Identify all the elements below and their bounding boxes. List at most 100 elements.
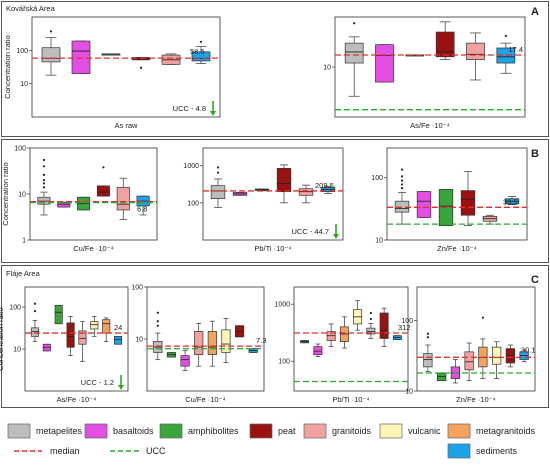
- box-peat: [460, 171, 476, 226]
- outlier-point: [102, 166, 105, 169]
- axes-frame: [146, 286, 265, 392]
- outlier-point: [42, 165, 46, 168]
- box-body: [313, 346, 323, 356]
- legend-label: basaltoids: [113, 426, 154, 436]
- box-granitoids: [326, 323, 336, 347]
- y-tick-label: 100: [9, 305, 21, 312]
- median-label: 312: [398, 323, 411, 332]
- box-metagranitoids: [207, 320, 217, 367]
- box-metapelites: [423, 332, 433, 372]
- box-metapelites: [210, 166, 226, 208]
- box-body: [90, 321, 99, 330]
- outlier-point: [400, 179, 404, 182]
- outlier-point: [42, 186, 46, 189]
- y-axis-label: Concentration ratio: [3, 35, 12, 98]
- y-tick-label: 10: [375, 238, 383, 245]
- legend-label: amphibolites: [188, 426, 239, 436]
- box-granitoids: [466, 32, 485, 81]
- y-tick-label: 1000: [183, 163, 199, 170]
- box-granitoids: [482, 214, 498, 225]
- box-body: [30, 327, 39, 337]
- legend-ucc: UCC: [110, 446, 166, 456]
- box-vulcanic: [353, 300, 363, 331]
- box-body: [326, 331, 336, 341]
- box-granitoids: [298, 184, 314, 204]
- y-tick-label: 100: [278, 359, 290, 366]
- outlier-point: [426, 336, 429, 339]
- legend-median: median: [14, 446, 80, 456]
- box-body: [416, 191, 432, 218]
- legend-label: metagranitoids: [476, 426, 536, 436]
- legend-metapelites: metapelites: [7, 423, 83, 439]
- section-b-tag: B: [531, 148, 539, 160]
- box-body: [221, 329, 231, 353]
- y-tick-label: 100: [14, 146, 26, 153]
- axes-frame: [334, 16, 526, 118]
- box-vulcanic: [221, 317, 231, 364]
- x-axis-label: Zn/Fe ·10⁻⁴: [437, 244, 477, 253]
- outlier-point: [400, 183, 404, 186]
- outlier-point: [400, 175, 404, 178]
- box-body: [41, 47, 61, 63]
- outlier-point: [369, 311, 372, 315]
- box-sediments: [519, 349, 529, 363]
- box-peat: [379, 307, 389, 347]
- axes-frame: [386, 147, 528, 241]
- box-basaltoids: [313, 343, 323, 358]
- box-body: [435, 31, 455, 58]
- box-granitoids: [78, 321, 87, 363]
- axes-frame: [29, 147, 158, 241]
- box-body: [71, 40, 91, 74]
- outlier-point: [400, 168, 404, 171]
- outlier-point: [42, 182, 46, 185]
- legend-label: peat: [278, 426, 296, 436]
- ucc-arrow-head: [333, 234, 339, 239]
- box-granitoids: [194, 322, 204, 367]
- section-c-tag: C: [531, 274, 539, 286]
- box-peat: [131, 57, 151, 69]
- outlier-point: [42, 173, 46, 177]
- box-body: [66, 322, 75, 348]
- box-basaltoids: [232, 192, 248, 196]
- box-basaltoids: [180, 350, 190, 371]
- box-body: [492, 346, 502, 365]
- box-body: [78, 330, 87, 345]
- y-tick-label: 100: [187, 200, 199, 207]
- x-axis-label: As/Fe ·10⁻⁴: [57, 395, 97, 404]
- box-sediments: [114, 336, 123, 345]
- outlier-point: [42, 158, 46, 162]
- median-label: 33.5: [503, 197, 518, 206]
- box-metapelites: [344, 22, 364, 97]
- box-metapelites: [366, 311, 376, 339]
- axes-frame: [202, 147, 344, 241]
- box-body: [207, 331, 217, 356]
- median-label: 30.1: [521, 345, 536, 354]
- y-tick-label: 10: [20, 81, 28, 88]
- box-body: [180, 355, 190, 367]
- legend-label: median: [50, 446, 80, 456]
- outlier-point: [156, 320, 159, 323]
- box-granitoids: [464, 342, 474, 382]
- legend-label: vulcanic: [408, 426, 441, 436]
- box-body: [375, 44, 394, 83]
- y-tick-label: 100: [371, 175, 383, 182]
- box-body: [344, 42, 364, 64]
- axes-frame: [24, 286, 129, 392]
- box-body: [464, 351, 474, 371]
- median-label: 24: [114, 323, 122, 332]
- panel-b1: 100 10 1 Concentration ratio Cu/Fe ·10⁻⁴ 6.8: [1, 146, 158, 253]
- panel-a2: 10 As/Fe ·10⁻⁴ 17.4: [323, 16, 526, 130]
- outlier-point: [199, 40, 203, 43]
- box-body: [96, 185, 110, 197]
- x-axis-label: Pb/Ti ·10⁻⁴: [332, 395, 369, 404]
- outlier-point: [481, 316, 484, 319]
- box-amphibolites: [437, 372, 447, 382]
- median-label: 6.8: [137, 205, 147, 214]
- outlier-point: [216, 166, 220, 169]
- section-a-title: Kovářská Area: [6, 4, 56, 13]
- box-peat: [96, 166, 110, 197]
- outlier-point: [369, 317, 372, 321]
- outlier-point: [504, 34, 507, 37]
- box-metapelites: [37, 158, 51, 216]
- section-c-frame: [1, 265, 549, 408]
